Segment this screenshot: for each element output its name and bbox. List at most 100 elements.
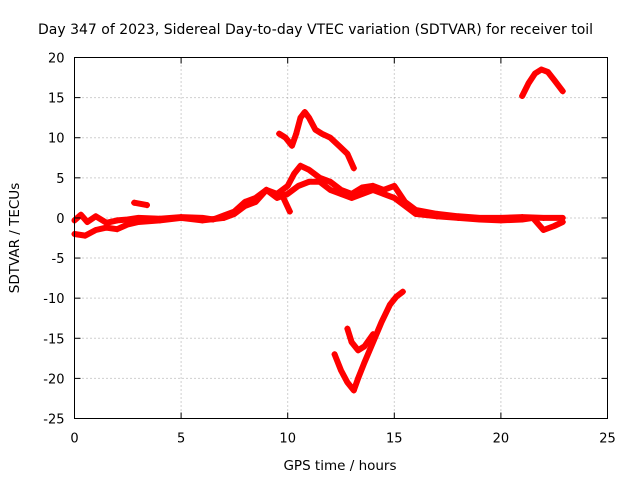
x-axis-label: GPS time / hours [283, 458, 396, 474]
data-point [378, 319, 385, 326]
data-point [519, 93, 526, 100]
data-point [114, 217, 121, 224]
y-tick-label: 5 [56, 172, 64, 187]
data-point [529, 214, 536, 221]
data-point [293, 130, 300, 137]
data-point [306, 178, 313, 185]
data-point [199, 217, 206, 224]
series-arc-3 [280, 194, 293, 215]
x-tick-label: 15 [386, 432, 403, 447]
x-tick-label: 5 [177, 432, 185, 447]
data-point [350, 387, 357, 394]
data-point [348, 339, 355, 346]
y-tick-label: 20 [48, 52, 65, 67]
data-point [263, 186, 270, 193]
data-point [318, 130, 325, 137]
data-point [231, 210, 238, 217]
data-point [532, 70, 539, 77]
data-point [301, 109, 308, 116]
y-tick-label: -20 [43, 372, 64, 387]
y-tick-label: -25 [43, 413, 64, 428]
data-point [306, 114, 313, 121]
y-tick-label: 10 [48, 132, 65, 147]
data-point [338, 190, 344, 197]
data-point [344, 325, 351, 332]
data-point [242, 202, 249, 209]
series-arc-4 [276, 109, 357, 172]
data-point [540, 214, 547, 221]
data-point [335, 142, 342, 149]
data-point [344, 379, 351, 386]
data-point [380, 190, 387, 197]
x-tick-label: 25 [599, 432, 616, 447]
data-point [327, 134, 334, 141]
data-point [476, 216, 483, 223]
data-point [519, 216, 526, 223]
data-point [393, 293, 400, 300]
data-point [391, 194, 398, 201]
data-point [559, 218, 566, 225]
data-point [355, 347, 362, 354]
y-tick-label: 0 [56, 212, 64, 227]
y-tick-label: -5 [52, 252, 65, 267]
data-point [559, 88, 566, 95]
data-point [282, 134, 289, 141]
data-point [551, 76, 558, 83]
data-point [284, 190, 291, 197]
data-point [77, 211, 84, 218]
y-axis-label: SDTVAR / TECUs [7, 183, 23, 293]
grid [74, 57, 608, 419]
data-point [280, 194, 287, 201]
data-point [359, 190, 366, 197]
data-point [544, 68, 551, 75]
data-point [433, 213, 440, 220]
data-point [156, 217, 163, 224]
data-point [327, 178, 334, 185]
data-point [551, 222, 558, 229]
data-point [401, 202, 408, 209]
data-point [92, 213, 99, 220]
data-point [288, 142, 295, 149]
x-tick-label: 20 [493, 432, 510, 447]
x-tick-label: 10 [279, 432, 296, 447]
data-point [92, 226, 99, 233]
data-point [387, 301, 394, 308]
data-point [143, 202, 150, 209]
data-point [306, 166, 313, 173]
plot-frame [74, 57, 608, 419]
y-tick-label: -15 [43, 332, 64, 347]
x-tick-label: 0 [70, 432, 78, 447]
data-point [82, 232, 89, 239]
data-point [286, 208, 293, 215]
data-point [455, 214, 462, 221]
data-point [344, 150, 351, 157]
data-point [361, 343, 368, 350]
data-point [131, 199, 138, 206]
data-point [497, 217, 504, 224]
data-point [359, 184, 366, 191]
data-point [252, 198, 259, 205]
data-point [338, 367, 344, 374]
data-point [391, 182, 398, 189]
series-arc-baseline-lower [71, 178, 566, 239]
series-arc-baseline-upper [71, 162, 566, 226]
data-point [274, 194, 281, 201]
data-point [327, 186, 334, 193]
data-point [540, 226, 547, 233]
data-point [220, 214, 227, 221]
data-point [355, 375, 362, 382]
data-point [276, 130, 283, 137]
data-point [399, 288, 406, 295]
data-point [297, 114, 304, 121]
data-point [538, 66, 545, 73]
data-point [369, 331, 376, 338]
data-point [348, 194, 355, 201]
data-point [124, 221, 131, 228]
data-point [114, 226, 121, 233]
data-point [312, 126, 319, 133]
data-point [103, 224, 110, 231]
series-layer [71, 66, 566, 394]
data-point [369, 186, 376, 193]
data-point [284, 182, 291, 189]
